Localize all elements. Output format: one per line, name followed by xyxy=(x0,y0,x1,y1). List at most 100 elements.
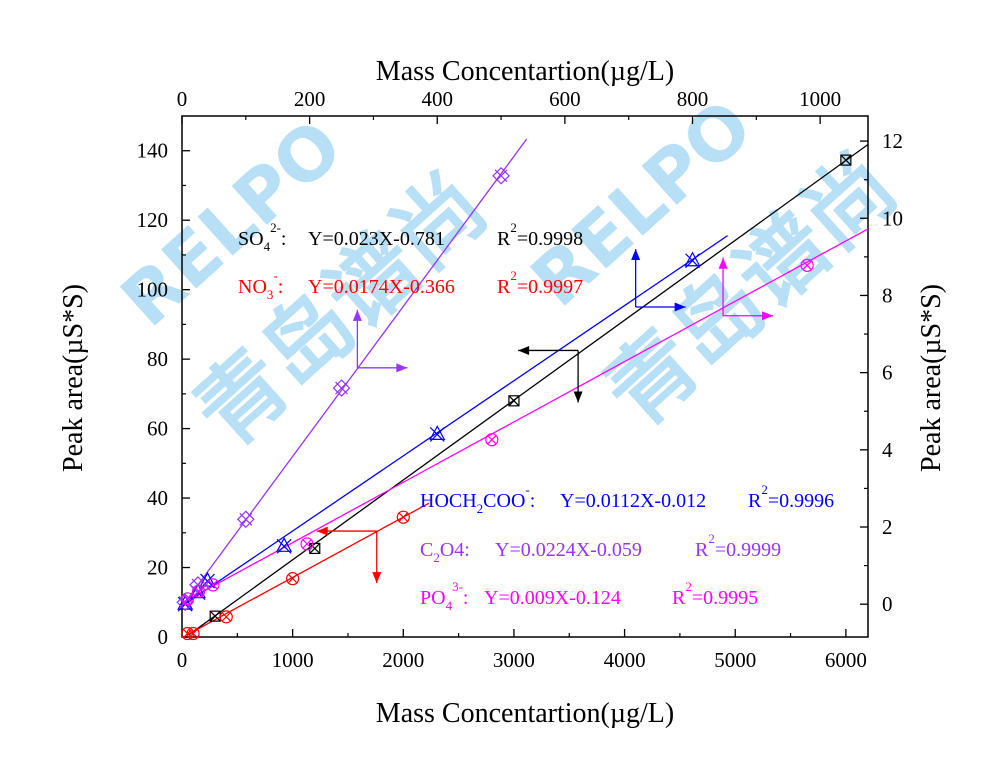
equation-label-po4: PO4​3-​: Y=0.009X-0.124 R2​=0.9995 xyxy=(420,579,758,613)
marker-shape xyxy=(840,154,852,166)
axis-indicator-arrows xyxy=(316,249,774,584)
data-point-po4 xyxy=(485,433,499,447)
left-tick-label: 80 xyxy=(147,347,168,371)
arrow-head xyxy=(631,249,641,261)
fit-line-no3 xyxy=(186,502,430,636)
top-tick-label: 400 xyxy=(422,87,454,111)
marker-shape xyxy=(189,576,207,594)
arrow-head xyxy=(316,526,328,536)
regression-equation: Y=0.0174X-0.366 xyxy=(308,276,455,298)
data-point-no3 xyxy=(186,626,200,641)
right-tick-label: 0 xyxy=(882,592,893,616)
right-tick-label: 10 xyxy=(882,206,903,230)
marker-shape xyxy=(176,593,195,612)
marker-shape xyxy=(684,251,701,267)
fit-line-po4 xyxy=(181,228,869,604)
data-point-po4 xyxy=(191,584,206,598)
marker-shape xyxy=(800,258,814,272)
data-points xyxy=(176,154,852,641)
marker-shape xyxy=(177,594,194,610)
fit-lines xyxy=(181,138,869,636)
data-point-po4 xyxy=(800,258,814,272)
marker-cross xyxy=(335,381,348,395)
data-point-no3 xyxy=(286,572,300,586)
arrow-head xyxy=(573,391,583,403)
r-squared: R2​=0.9997 xyxy=(497,268,583,298)
marker-cross xyxy=(508,395,520,407)
marker-cross xyxy=(302,539,312,549)
marker-cross xyxy=(429,426,445,442)
top-tick-label: 600 xyxy=(549,87,581,111)
equation-label-so4: SO4​2-​: Y=0.023X-0.781 R2​=0.9998 xyxy=(238,220,583,254)
data-point-c2o4 xyxy=(236,510,255,529)
marker-shape xyxy=(286,572,300,586)
axis-indicator-arrow xyxy=(631,249,686,312)
marker-cross xyxy=(276,538,292,554)
marker-shape xyxy=(219,610,233,624)
axis-indicator-arrow xyxy=(718,257,774,321)
data-point-po4 xyxy=(180,592,195,606)
arrow-head xyxy=(518,345,530,355)
marker-shape xyxy=(508,395,520,407)
data-point-no3 xyxy=(219,610,233,624)
marker-cross xyxy=(239,512,253,526)
data-point-hoch2coo xyxy=(276,537,293,554)
right-tick-label: 8 xyxy=(882,283,893,307)
marker-cross xyxy=(288,574,298,584)
left-tick-label: 100 xyxy=(137,278,169,302)
axis-indicator-arrow xyxy=(352,309,408,373)
regression-equation: Y=0.0112X-0.012 xyxy=(560,490,706,512)
data-point-so4 xyxy=(309,542,321,555)
equation-label-hoch2coo: HOCH2​COO-​: Y=0.0112X-0.012 R2​=0.9996 xyxy=(420,482,834,516)
bottom-tick-label: 6000 xyxy=(825,648,867,672)
bottom-tick-label: 2000 xyxy=(382,648,424,672)
plot-frame xyxy=(181,115,869,638)
marker-cross xyxy=(309,543,321,554)
right-tick-label: 2 xyxy=(882,515,893,539)
ion-name: HOCH2​COO-​: xyxy=(420,482,535,516)
marker-cross xyxy=(209,610,221,622)
marker-shape xyxy=(396,510,410,524)
top-tick-label: 200 xyxy=(294,87,326,111)
arrow-head xyxy=(352,309,362,321)
left-axis-title: Peak area(µS*S) xyxy=(58,284,89,472)
marker-cross xyxy=(221,612,231,622)
marker-shape xyxy=(191,584,206,598)
equation-label-c2o4: C2​O4: Y=0.0224X-0.059 R2​=0.9999 xyxy=(420,531,781,565)
marker-shape xyxy=(180,592,195,606)
left-tick-label: 140 xyxy=(137,139,169,163)
fit-line-c2o4 xyxy=(181,138,528,607)
bottom-tick-label: 1000 xyxy=(272,648,314,672)
regression-equation: Y=0.023X-0.781 xyxy=(308,228,445,250)
marker-shape xyxy=(276,537,293,552)
arrow-head xyxy=(396,363,408,373)
arrow-head xyxy=(762,311,774,321)
right-axis-title: Peak area(µS*S) xyxy=(916,284,947,472)
regression-equation: Y=0.0224X-0.059 xyxy=(495,539,642,561)
left-tick-label: 0 xyxy=(158,625,169,649)
axis-indicator-arrow xyxy=(518,345,583,403)
left-tick-label: 20 xyxy=(147,556,168,580)
r-squared: R2​=0.9999 xyxy=(695,531,781,561)
marker-shape xyxy=(186,626,200,641)
marker-cross xyxy=(398,512,408,522)
marker-cross xyxy=(840,154,852,166)
marker-cross xyxy=(487,435,497,445)
top-axis-title: Mass Concentartion(µg/L) xyxy=(376,56,674,87)
equation-labels: SO4​2-​: Y=0.023X-0.781 R2​=0.9998 NO3​-​: Y… xyxy=(238,220,834,613)
left-tick-label: 40 xyxy=(147,486,168,510)
left-tick-label: 120 xyxy=(137,208,169,232)
fit-line-so4 xyxy=(188,143,869,636)
marker-cross xyxy=(208,580,218,590)
ion-name: C2​O4: xyxy=(420,539,470,565)
data-point-c2o4 xyxy=(332,379,351,397)
data-point-po4 xyxy=(300,537,314,551)
bottom-tick-label: 5000 xyxy=(714,648,756,672)
right-tick-label: 6 xyxy=(882,361,893,385)
top-tick-label: 0 xyxy=(177,87,188,111)
marker-cross xyxy=(802,260,812,270)
marker-shape xyxy=(309,542,321,555)
arrow-head xyxy=(718,257,728,269)
